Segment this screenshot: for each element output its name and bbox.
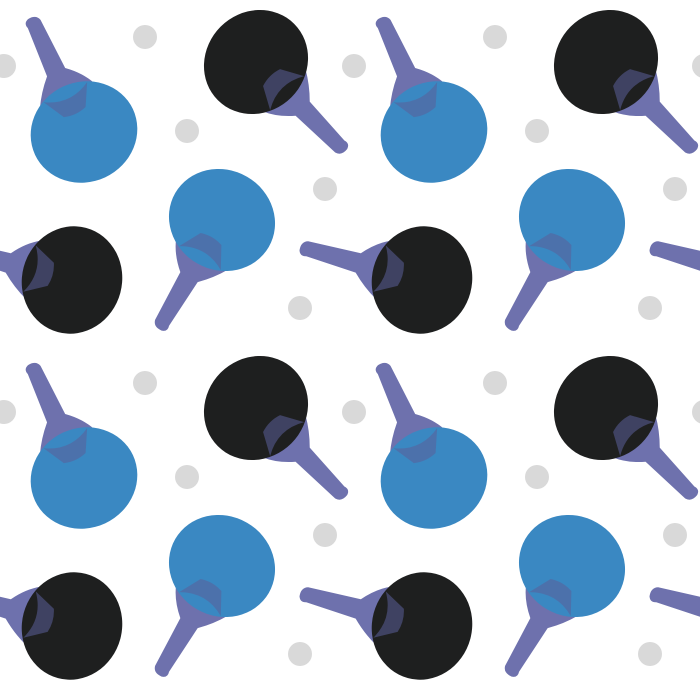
ping-pong-ball: [313, 177, 337, 201]
blue-paddle: [682, 0, 700, 200]
blue-paddle: [504, 168, 626, 331]
ping-pong-ball: [175, 119, 199, 143]
ping-pong-ball: [525, 119, 549, 143]
black-paddle: [203, 9, 349, 154]
ping-pong-ball: [0, 54, 16, 78]
ping-pong-ball: [133, 25, 157, 49]
black-paddle: [553, 9, 699, 154]
ping-pong-ball: [288, 642, 312, 666]
ping-pong-ball: [638, 642, 662, 666]
blue-paddle: [375, 362, 488, 529]
black-paddle: [299, 226, 473, 334]
blue-paddle: [154, 514, 276, 677]
black-paddle: [649, 240, 700, 299]
ping-pong-ball: [663, 523, 687, 547]
ping-pong-ball: [342, 400, 366, 424]
black-paddle: [0, 334, 33, 535]
blue-paddle: [25, 362, 138, 529]
blue-paddle: [375, 16, 488, 183]
ping-pong-ball: [483, 371, 507, 395]
black-paddle: [649, 586, 700, 645]
ping-pong-ball: [175, 465, 199, 489]
blue-paddle: [682, 341, 700, 546]
black-paddle: [299, 572, 473, 680]
black-paddle: [0, 226, 123, 334]
blue-paddle: [25, 16, 138, 183]
black-paddle: [203, 355, 349, 500]
ping-pong-ball: [663, 177, 687, 201]
blue-paddle: [154, 168, 276, 331]
ping-pong-ball: [0, 400, 16, 424]
ping-pong-ball: [692, 400, 700, 424]
ping-pong-ball: [288, 296, 312, 320]
blue-paddle: [504, 514, 626, 677]
black-paddle: [553, 355, 699, 500]
ping-pong-ball: [638, 296, 662, 320]
black-paddle: [0, 572, 123, 680]
ping-pong-ball: [313, 523, 337, 547]
ping-pong-ball: [692, 54, 700, 78]
ping-pong-ball: [483, 25, 507, 49]
ping-pong-ball: [342, 54, 366, 78]
ping-pong-ball: [133, 371, 157, 395]
ping-pong-ball: [525, 465, 549, 489]
